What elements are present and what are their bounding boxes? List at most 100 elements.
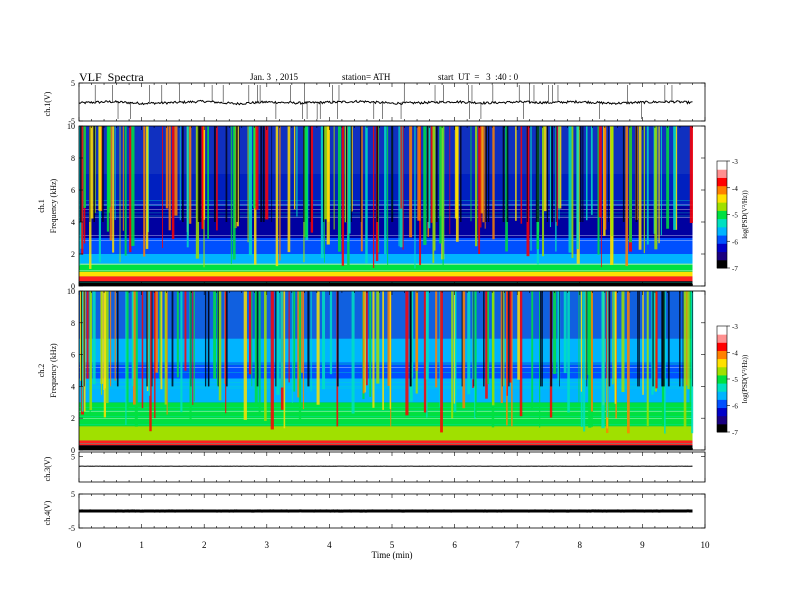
psd-dark-streak — [473, 291, 475, 387]
colorbar-segment — [717, 193, 727, 203]
psd-dark-streak — [540, 291, 542, 387]
x-tick-label: 9 — [640, 540, 645, 550]
psd-streak — [646, 291, 649, 426]
psd-streak — [224, 291, 226, 385]
x-tick-label: 10 — [701, 540, 711, 550]
psd-streak — [492, 291, 495, 406]
colorbar-segment — [717, 350, 727, 360]
psd-streak — [520, 126, 523, 224]
psd-streak — [253, 126, 256, 209]
psd-streak — [423, 291, 428, 413]
psd-streak — [409, 126, 413, 238]
psd-streak — [549, 126, 552, 228]
y-tick-label: 6 — [71, 186, 75, 195]
psd-streak — [505, 126, 508, 252]
psd-streak — [658, 126, 660, 244]
psd-streak — [470, 126, 472, 222]
psd-streak — [675, 126, 678, 230]
x-tick-label: 8 — [578, 540, 583, 550]
y-axis-label: ch.1(V) — [43, 91, 52, 116]
psd-streak — [304, 126, 308, 238]
psd-streak — [89, 291, 93, 411]
psd-dark-streak — [197, 126, 200, 222]
colorbar-segment — [717, 399, 727, 409]
psd-dark-streak — [679, 291, 681, 387]
psd-streak — [485, 291, 488, 399]
psd-dark-streak — [426, 126, 429, 222]
colorbar-segment — [717, 259, 727, 269]
station-label: station= ATH — [342, 72, 391, 82]
psd-streak — [453, 291, 457, 413]
psd-streak — [398, 126, 400, 247]
psd-streak — [558, 126, 562, 209]
psd-streak — [646, 126, 649, 245]
psd-streak — [79, 126, 81, 266]
psd-streak — [585, 291, 587, 380]
x-tick-label: 6 — [452, 540, 457, 550]
psd-streak — [480, 126, 483, 214]
psd-streak — [105, 291, 109, 403]
psd-streak — [291, 291, 293, 403]
psd-streak — [506, 291, 508, 396]
y-axis-label: Frequency (kHz) — [49, 343, 58, 398]
psd-streak — [568, 126, 572, 253]
colorbar-segment — [717, 366, 727, 376]
psd-dark-streak — [582, 126, 584, 222]
psd-streak — [598, 126, 602, 218]
colorbar-segment — [717, 177, 727, 187]
psd-streak — [610, 126, 614, 237]
psd-streak — [114, 126, 116, 220]
colorbar-segment — [717, 169, 727, 178]
psd-streak — [638, 126, 642, 250]
psd-dark-streak — [508, 291, 510, 387]
psd-streak — [264, 291, 267, 421]
psd-streak — [279, 126, 281, 261]
psd-streak — [148, 291, 151, 396]
psd-streak — [655, 291, 658, 389]
psd-streak — [348, 126, 351, 234]
psd-streak — [329, 291, 333, 375]
psd-streak — [604, 126, 606, 220]
colorbar-segment — [717, 423, 727, 433]
psd-streak — [165, 126, 169, 209]
psd-streak — [251, 291, 253, 387]
psd-streak — [414, 126, 416, 269]
psd-streak — [454, 126, 458, 219]
psd-dark-streak — [256, 291, 259, 387]
colorbar-segment — [717, 210, 727, 220]
psd-streak — [480, 126, 482, 228]
psd-streak — [248, 291, 252, 375]
psd-dark-streak — [236, 126, 238, 222]
psd-streak — [184, 291, 187, 371]
psd-dark-streak — [217, 291, 219, 387]
psd-dark-streak — [502, 126, 505, 222]
psd-band — [79, 271, 693, 277]
colorbar-segment — [717, 218, 727, 228]
series-line — [78, 99, 693, 106]
psd-streak — [344, 126, 347, 223]
psd-streak — [216, 291, 219, 386]
psd-streak — [389, 291, 392, 409]
x-tick-label: 7 — [515, 540, 520, 550]
psd-streak — [180, 291, 183, 413]
psd-streak — [327, 126, 330, 222]
chart-title: VLF Spectra — [79, 70, 144, 84]
x-tick-label: 4 — [327, 540, 332, 550]
psd-streak — [86, 291, 89, 379]
colorbar-segment — [717, 226, 727, 236]
psd-streak — [310, 126, 314, 233]
x-axis-label: Time (min) — [372, 550, 413, 560]
psd-streak — [91, 126, 94, 219]
colorbar-tick-label: -6 — [732, 238, 738, 246]
date-label: Jan. 3 , 2015 — [250, 72, 298, 82]
psd-streak — [660, 126, 662, 236]
psd-streak — [590, 291, 593, 412]
psd-dark-streak — [535, 126, 538, 222]
psd-streak — [232, 126, 236, 260]
psd-streak — [255, 126, 259, 210]
psd-streak — [166, 291, 168, 415]
y-tick-label: 0 — [71, 282, 75, 291]
psd-streak — [484, 126, 486, 229]
x-tick-label: 3 — [265, 540, 270, 550]
psd-streak — [129, 126, 132, 253]
